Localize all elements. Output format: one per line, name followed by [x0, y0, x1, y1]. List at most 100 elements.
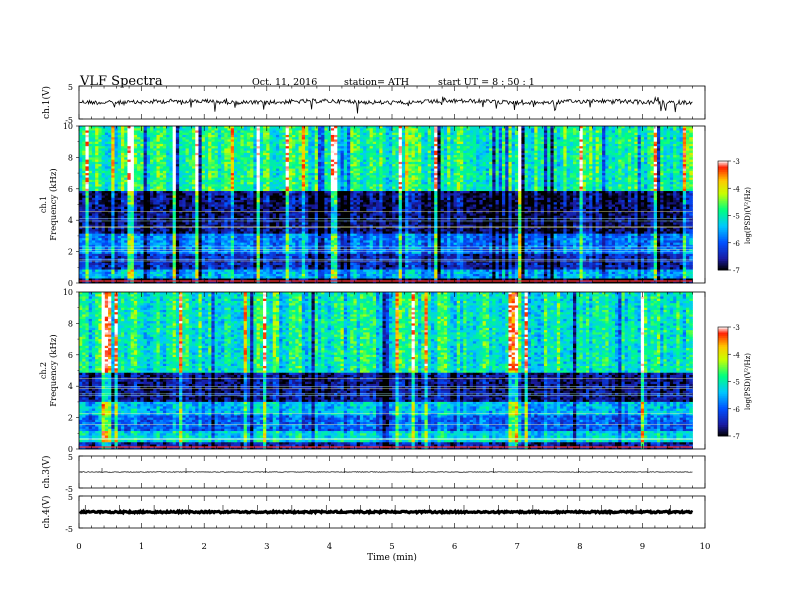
psd-cell: [237, 175, 241, 178]
psd-cell: [557, 137, 561, 140]
psd-cell: [282, 160, 286, 163]
psd-cell: [341, 175, 345, 178]
psd-cell: [237, 144, 241, 147]
psd-cell: [402, 169, 406, 172]
psd-cell: [305, 137, 309, 140]
psd-cell: [263, 153, 267, 156]
psd-cell: [651, 160, 655, 163]
psd-cell: [631, 137, 635, 140]
psd-cell: [253, 144, 257, 147]
psd-cell: [479, 175, 483, 178]
psd-cell: [115, 128, 119, 131]
psd-cell: [344, 169, 348, 172]
psd-cell: [150, 137, 154, 140]
psd-cell: [334, 175, 338, 178]
psd-cell: [179, 137, 183, 140]
psd-cell: [308, 128, 312, 131]
psd-cell: [186, 160, 190, 163]
psd-cell: [618, 128, 622, 131]
psd-cell: [105, 160, 109, 163]
psd-cell: [570, 160, 574, 163]
psd-cell: [424, 169, 428, 172]
psd-cell: [589, 175, 593, 178]
psd-cell: [383, 128, 387, 131]
psd-cell: [289, 128, 293, 131]
psd-cell: [299, 175, 303, 178]
psd-cell: [399, 153, 403, 156]
psd-cell: [502, 128, 506, 131]
psd-cell: [563, 128, 567, 131]
psd-cell: [612, 128, 616, 131]
psd-cell: [605, 169, 609, 172]
psd-cell: [357, 144, 361, 147]
psd-cell: [470, 175, 474, 178]
psd-cell: [486, 144, 490, 147]
psd-cell: [305, 169, 309, 172]
psd-cell: [224, 144, 228, 147]
psd-cell: [166, 160, 170, 163]
psd-cell: [211, 144, 215, 147]
psd-cell: [247, 128, 251, 131]
psd-cell: [415, 137, 419, 140]
psd-cell: [218, 153, 222, 156]
psd-cell: [363, 160, 367, 163]
psd-cell: [353, 137, 357, 140]
psd-cell: [124, 137, 128, 140]
psd-cell: [328, 144, 332, 147]
psd-cell: [428, 169, 432, 172]
psd-cell: [218, 175, 222, 178]
psd-cell: [240, 160, 244, 163]
psd-cell: [647, 160, 651, 163]
psd-cell: [434, 169, 438, 172]
psd-cell: [625, 153, 629, 156]
psd-cell: [528, 169, 532, 172]
psd-cell: [489, 160, 493, 163]
psd-cell: [134, 160, 138, 163]
psd-cell: [189, 144, 193, 147]
psd-cell: [244, 169, 248, 172]
psd-cell: [550, 137, 554, 140]
psd-cell: [337, 160, 341, 163]
psd-cell: [538, 175, 542, 178]
psd-cell: [240, 137, 244, 140]
psd-cell: [234, 144, 238, 147]
psd-cell: [253, 160, 257, 163]
psd-cell: [547, 175, 551, 178]
psd-cell: [363, 169, 367, 172]
psd-cell: [515, 128, 519, 131]
psd-cell: [386, 128, 390, 131]
psd-cell: [270, 128, 274, 131]
psd-cell: [457, 153, 461, 156]
psd-cell: [470, 160, 474, 163]
psd-cell: [476, 175, 480, 178]
psd-cell: [244, 144, 248, 147]
psd-cell: [198, 144, 202, 147]
psd-cell: [328, 153, 332, 156]
psd-cell: [392, 175, 396, 178]
psd-cell: [470, 169, 474, 172]
psd-cell: [651, 153, 655, 156]
psd-cell: [85, 128, 89, 131]
psd-cell: [79, 137, 83, 140]
psd-cell: [205, 137, 209, 140]
psd-cell: [311, 153, 315, 156]
psd-cell: [370, 160, 374, 163]
psd-cell: [260, 153, 264, 156]
psd-cell: [444, 128, 448, 131]
psd-cell: [450, 169, 454, 172]
psd-cell: [531, 169, 535, 172]
psd-cell: [437, 175, 441, 178]
psd-cell: [311, 175, 315, 178]
psd-cell: [457, 169, 461, 172]
psd-cell: [489, 153, 493, 156]
psd-cell: [496, 144, 500, 147]
psd-cell: [273, 128, 277, 131]
psd-cell: [353, 153, 357, 156]
psd-cell: [270, 169, 274, 172]
psd-cell: [344, 144, 348, 147]
psd-cell: [576, 175, 580, 178]
psd-cell: [257, 153, 261, 156]
psd-cell: [276, 169, 280, 172]
psd-cell: [305, 128, 309, 131]
ch1-spectrogram-image: [79, 126, 693, 283]
